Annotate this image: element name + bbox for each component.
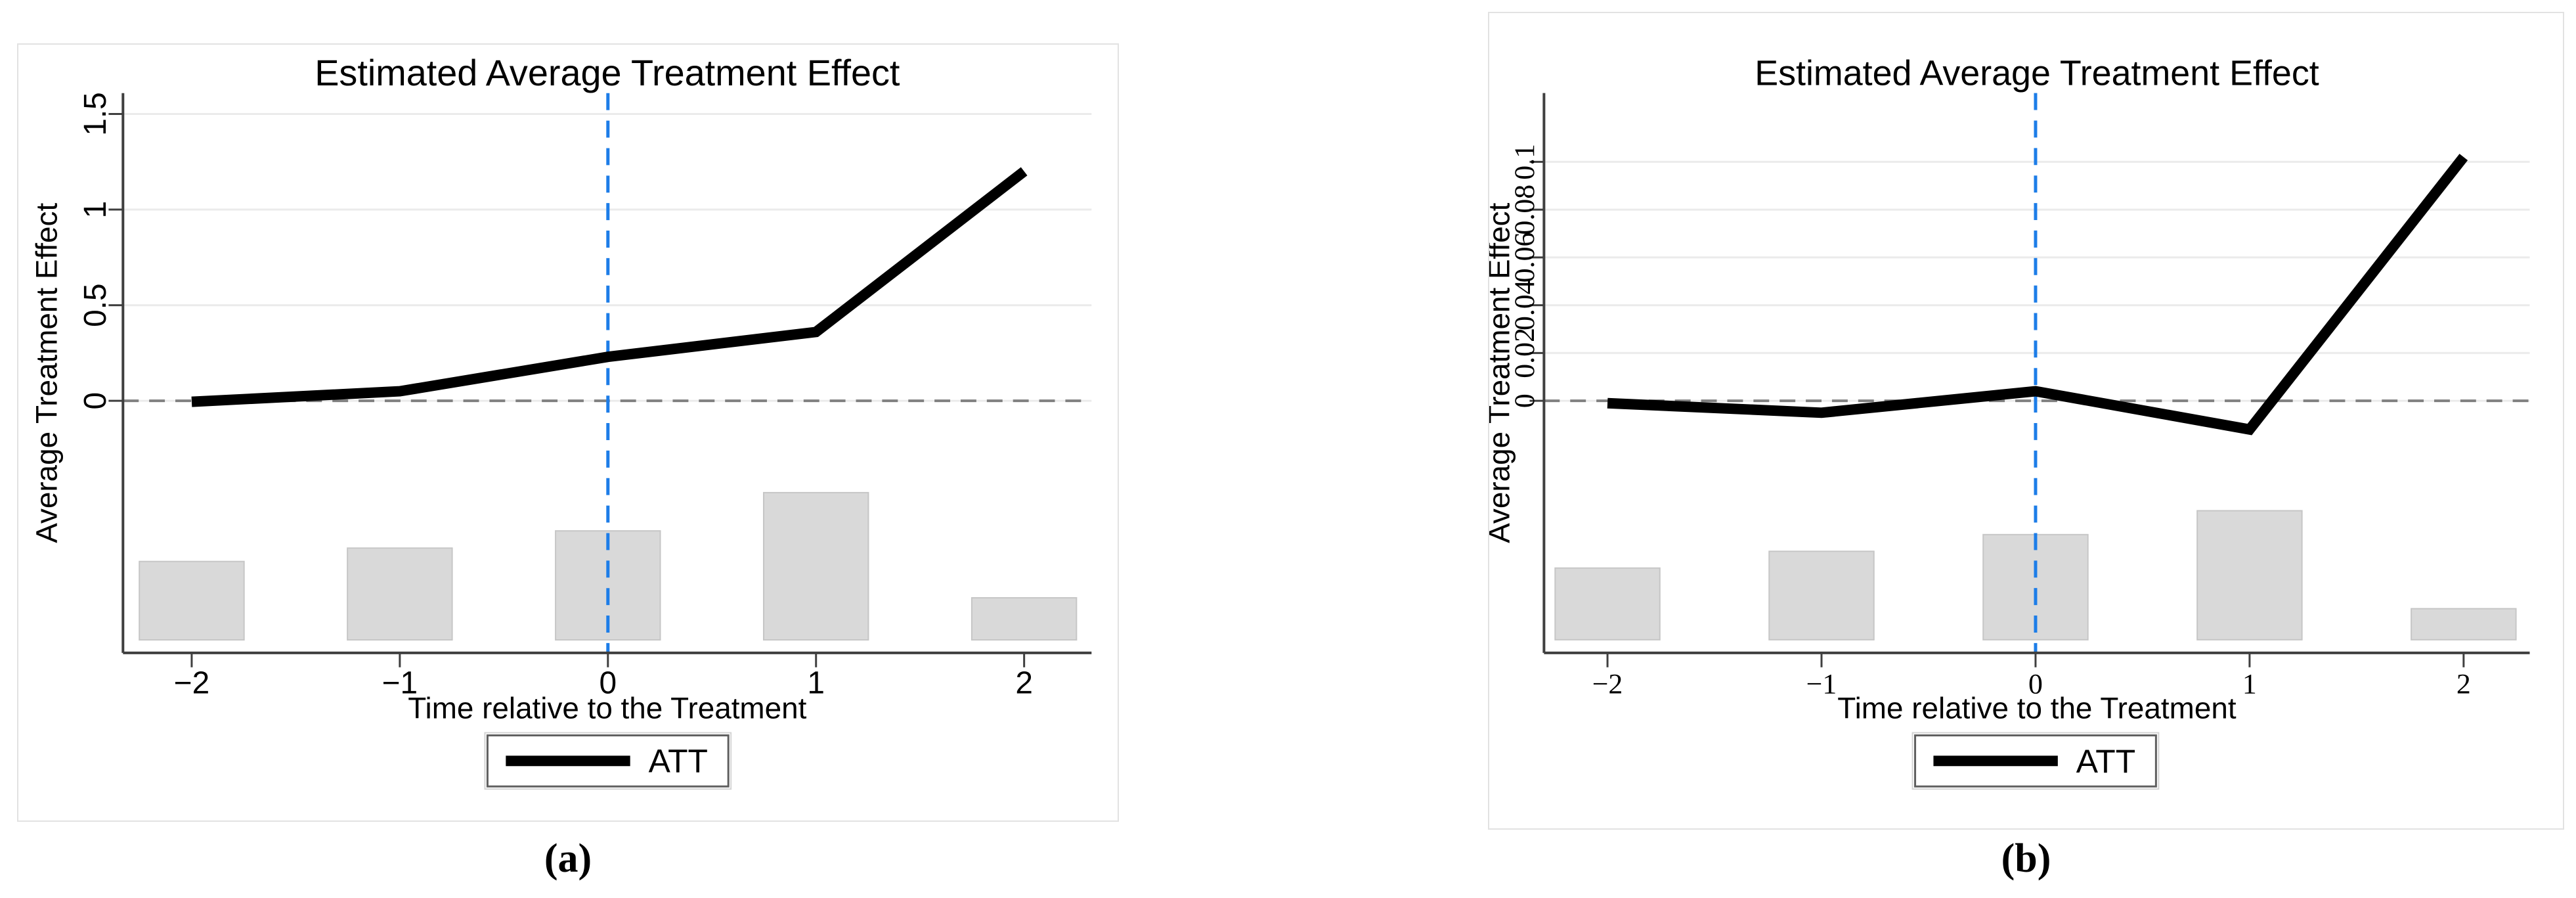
x-axis-title: Time relative to the Treatment [408,692,806,725]
y-tick-label: 0.5 [78,283,113,327]
y-axis-title: Average Treatment Effect [1489,202,1516,543]
observation-bar [1554,567,1661,640]
figure-a-caption: (a) [544,836,592,881]
y-tick-label: 0 [1509,393,1540,408]
x-tick-label: 0 [2028,669,2043,700]
legend-outer-frame [1911,732,2160,790]
y-tick-label: 0.02 [1509,328,1540,378]
observation-bar [971,597,1078,641]
y-tick-label: 0.1 [1509,144,1540,180]
observation-bar [762,491,869,641]
y-tick-label: 0.06 [1509,232,1540,282]
y-tick-label: 1 [78,201,113,219]
observation-bar [2411,608,2517,640]
x-tick-label: −1 [1806,669,1837,700]
chart-title: Estimated Average Treatment Effect [1755,54,2319,93]
x-tick-label: 1 [807,666,825,701]
y-tick-label: 0 [78,392,113,410]
legend-att-label: ATT [2076,743,2135,780]
y-tick-label: 0.08 [1509,185,1540,235]
y-axis-title: Average Treatment Effect [30,203,64,543]
y-tick-label: 0.04 [1509,280,1540,330]
x-tick-label: −1 [382,666,418,701]
att-line [191,167,1028,407]
observation-bar [2196,510,2303,640]
chart-b: 0 0.020.040.060.08 0.1 −2 −1 0 1 2 Estimated Ave… [1489,54,2530,790]
observation-bar [347,547,453,641]
legend-outer-frame [484,732,732,790]
chart-a: 0 0.5 1 1.5 −2 −1 0 1 2 Estimated Average Treatme… [30,52,1092,790]
legend-att-label: ATT [649,743,708,780]
x-axis-title: Time relative to the Treatment [1837,691,2237,725]
figure-a-panel: 0 0.5 1 1.5 −2 −1 0 1 2 Estimated Average Treatme… [17,43,1119,822]
x-tick-label: 1 [2242,669,2257,700]
observation-bar [1768,550,1875,640]
x-tick-label: −2 [174,666,210,701]
x-tick-label: 2 [1015,666,1033,701]
y-tick-label: 1.5 [78,92,113,136]
att-line [1607,154,2468,436]
x-tick-label: −2 [1592,669,1623,700]
chart-title: Estimated Average Treatment Effect [315,52,900,93]
figure-b-caption: (b) [2001,836,2051,881]
x-tick-label: 2 [2456,669,2471,700]
x-tick-label: 0 [599,666,617,701]
figure-b-panel: 0 0.02 0.04 0.06 0.08 0.1 −2 −1 0 1 2 Estimated Ave… [1488,12,2564,830]
observation-bar [139,560,245,641]
